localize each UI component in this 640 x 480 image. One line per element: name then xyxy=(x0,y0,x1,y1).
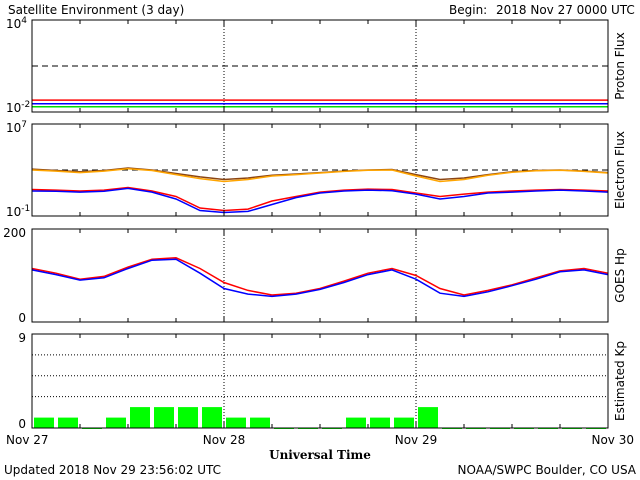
y-tick-label: 107 xyxy=(6,120,27,135)
y-tick-exponent: -1 xyxy=(21,204,30,214)
panel-electron-flux-label: Electron Flux xyxy=(613,131,627,209)
y-tick-label: 10-2 xyxy=(6,100,30,115)
y-tick-label: 10-1 xyxy=(6,204,30,219)
kp-bar xyxy=(130,407,150,428)
series-red xyxy=(31,186,609,212)
panel-frame xyxy=(31,19,609,113)
y-tick-label: 104 xyxy=(6,16,27,31)
x-tick-label: Nov 30 xyxy=(591,433,634,447)
x-axis: Nov 27 Nov 28 Nov 29 Nov 30 xyxy=(6,433,634,447)
kp-bar xyxy=(106,417,126,428)
kp-bar xyxy=(394,417,414,428)
kp-bar xyxy=(34,417,54,428)
begin-label: Begin: xyxy=(449,3,487,17)
y-tick-exponent: 4 xyxy=(21,16,27,26)
y-tick-exponent: 7 xyxy=(21,120,27,130)
kp-bar xyxy=(226,417,246,428)
y-tick-label: 200 xyxy=(3,226,26,240)
x-axis-label: Universal Time xyxy=(269,448,371,462)
figure-title: Satellite Environment (3 day) xyxy=(8,3,184,17)
updated-text: Updated 2018 Nov 29 23:56:02 UTC xyxy=(4,463,221,477)
x-tick-label: Nov 27 xyxy=(6,433,49,447)
chart-panels: 104 10-2 Proton Flux 107 10-1 Electron Flux 20… xyxy=(3,16,627,431)
series-red xyxy=(31,257,609,296)
kp-bar xyxy=(178,407,198,428)
kp-bar xyxy=(250,417,270,428)
kp-bar xyxy=(58,417,78,428)
y-tick-label: 0 xyxy=(18,417,26,431)
y-tick-label: 9 xyxy=(18,331,26,345)
panel-frame xyxy=(31,228,609,323)
credit-text: NOAA/SWPC Boulder, CO USA xyxy=(458,463,637,477)
x-tick-label: Nov 28 xyxy=(203,433,246,447)
kp-bar xyxy=(346,417,366,428)
panel-proton-flux: 104 10-2 Proton Flux xyxy=(6,16,627,115)
panel-frame xyxy=(31,333,609,429)
series-blue xyxy=(31,258,609,298)
y-tick-exponent: -2 xyxy=(21,100,30,110)
begin-value: 2018 Nov 27 0000 UTC xyxy=(496,3,635,17)
panel-estimated-kp-label: Estimated Kp xyxy=(613,341,627,421)
kp-bar xyxy=(370,417,390,428)
kp-bar xyxy=(418,407,438,428)
panel-goes-hp: 200 0 GOES Hp xyxy=(3,226,627,325)
panel-electron-flux: 107 10-1 Electron Flux xyxy=(6,120,627,219)
panel-goes-hp-label: GOES Hp xyxy=(613,248,627,302)
series-blue xyxy=(31,187,609,214)
x-tick-label: Nov 29 xyxy=(395,433,438,447)
kp-bar xyxy=(154,407,174,428)
panel-proton-flux-label: Proton Flux xyxy=(613,32,627,99)
kp-bar xyxy=(202,407,222,428)
y-tick-label: 0 xyxy=(18,311,26,325)
panel-estimated-kp: 9 0 Estimated Kp xyxy=(18,331,627,431)
series-orange xyxy=(31,167,609,183)
